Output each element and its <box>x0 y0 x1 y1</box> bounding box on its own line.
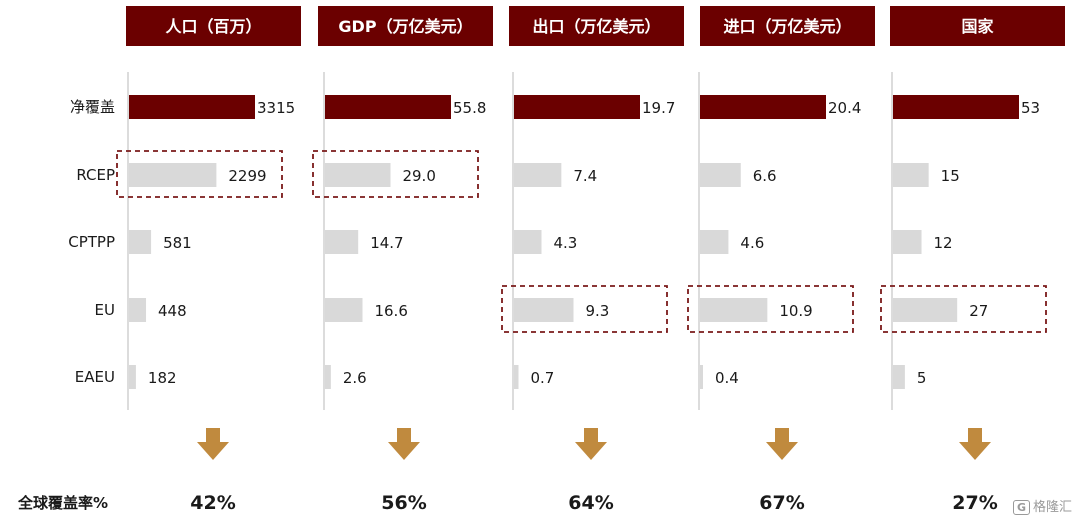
bar-4-3 <box>893 298 958 322</box>
bar-1-2 <box>325 230 359 254</box>
highlight-boxes <box>116 150 1047 333</box>
bar-1-3 <box>325 298 363 322</box>
bar-2-0 <box>514 95 640 119</box>
panel-header-2 <box>509 6 684 46</box>
coverage-value-4: 27% <box>952 492 997 514</box>
value-label-0-1: 2299 <box>228 167 266 185</box>
value-label-3-2: 4.6 <box>740 234 764 252</box>
value-label-2-2: 4.3 <box>554 234 578 252</box>
bar-4-2 <box>893 230 922 254</box>
coverage-value-0: 42% <box>190 492 235 514</box>
bar-3-2 <box>700 230 729 254</box>
row-label-3: EU <box>95 301 115 319</box>
bar-3-1 <box>700 163 741 187</box>
bar-0-4 <box>129 365 136 389</box>
bar-4-4 <box>893 365 905 389</box>
value-label-4-4: 5 <box>917 369 927 387</box>
bar-3-3 <box>700 298 768 322</box>
row-label-4: EAEU <box>75 368 115 386</box>
coverage-row: 全球覆盖率% 42% 56% 64% 67% 27% <box>17 492 998 514</box>
bar-0-0 <box>129 95 255 119</box>
panel-axes <box>127 72 893 410</box>
value-label-0-2: 581 <box>163 234 192 252</box>
value-label-1-0: 55.8 <box>453 99 486 117</box>
coverage-value-3: 67% <box>759 492 804 514</box>
highlight-box-4-3 <box>880 285 1047 333</box>
value-label-0-0: 3315 <box>257 99 295 117</box>
bar-0-3 <box>129 298 147 322</box>
coverage-title: 全球覆盖率% <box>17 494 108 512</box>
value-label-2-3: 9.3 <box>585 302 609 320</box>
bars <box>129 95 1019 389</box>
panel-header-3 <box>700 6 875 46</box>
bar-4-0 <box>893 95 1019 119</box>
bar-2-3 <box>514 298 574 322</box>
bar-3-0 <box>700 95 826 119</box>
value-label-1-3: 16.6 <box>374 302 407 320</box>
value-label-1-1: 29.0 <box>402 167 435 185</box>
row-label-1: RCEP <box>76 166 115 184</box>
down-arrows <box>197 428 991 460</box>
value-label-3-4: 0.4 <box>715 369 739 387</box>
value-label-2-4: 0.7 <box>530 369 554 387</box>
down-arrow-icon-3 <box>766 428 798 460</box>
bar-4-1 <box>893 163 929 187</box>
panel-header-label-2: 出口（万亿美元） <box>532 17 660 36</box>
bar-2-2 <box>514 230 542 254</box>
panel-headers: 人口（百万） GDP（万亿美元） 出口（万亿美元） 进口（万亿美元） 国家 <box>126 6 1065 46</box>
highlight-box-1-1 <box>312 150 479 198</box>
bar-1-4 <box>325 365 331 389</box>
value-label-0-4: 182 <box>148 369 177 387</box>
row-labels: 净覆盖 RCEP CPTPP EU EAEU <box>68 98 115 386</box>
down-arrow-icon-2 <box>575 428 607 460</box>
value-label-4-2: 12 <box>934 234 953 252</box>
panel-header-label-0: 人口（百万） <box>165 17 261 36</box>
panel-header-label-1: GDP（万亿美元） <box>338 17 472 36</box>
value-label-0-3: 448 <box>158 302 187 320</box>
bar-0-1 <box>129 163 217 187</box>
down-arrow-icon-1 <box>388 428 420 460</box>
watermark-logo: G <box>1012 500 1030 515</box>
coverage-value-1: 56% <box>381 492 426 514</box>
value-label-1-4: 2.6 <box>343 369 367 387</box>
watermark: G 格隆汇 <box>1012 496 1072 515</box>
value-label-3-3: 10.9 <box>779 302 812 320</box>
value-label-3-0: 20.4 <box>828 99 861 117</box>
highlight-box-0-1 <box>116 150 283 198</box>
down-arrow-icon-4 <box>959 428 991 460</box>
value-label-1-2: 14.7 <box>370 234 403 252</box>
panel-header-label-4: 国家 <box>961 17 994 36</box>
bar-2-1 <box>514 163 562 187</box>
value-labels: 3315 2299 581 448 182 55.8 29.0 14.7 16.6 2.6 19.7… <box>148 99 1040 387</box>
down-arrow-icon-0 <box>197 428 229 460</box>
coverage-value-2: 64% <box>568 492 613 514</box>
value-label-4-3: 27 <box>969 302 988 320</box>
highlight-box-3-3 <box>687 285 854 333</box>
bar-2-4 <box>514 365 519 389</box>
bar-1-0 <box>325 95 451 119</box>
bar-1-1 <box>325 163 391 187</box>
value-label-3-1: 6.6 <box>753 167 777 185</box>
value-label-4-1: 15 <box>941 167 960 185</box>
panel-header-0 <box>126 6 301 46</box>
value-label-2-1: 7.4 <box>573 167 597 185</box>
bar-3-4 <box>700 365 703 389</box>
panel-header-1 <box>318 6 493 46</box>
value-label-4-0: 53 <box>1021 99 1040 117</box>
row-label-2: CPTPP <box>68 233 115 251</box>
panel-header-4 <box>890 6 1065 46</box>
row-label-0: 净覆盖 <box>70 98 115 116</box>
bar-0-2 <box>129 230 152 254</box>
highlight-box-2-3 <box>501 285 668 333</box>
panel-header-label-3: 进口（万亿美元） <box>723 17 851 36</box>
value-label-2-0: 19.7 <box>642 99 675 117</box>
watermark-text: 格隆汇 <box>1032 500 1072 515</box>
